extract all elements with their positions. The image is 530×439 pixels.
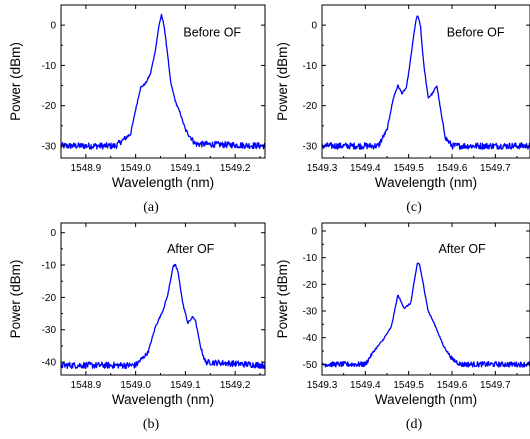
x-tick-label: 1549.1 <box>170 380 201 391</box>
y-tick-label: -40 <box>303 333 318 344</box>
chart-panel-3: 1548.9 1549.0 1549.1 1549.2 -40 -30 -20 -10 0 Wav… <box>8 222 266 432</box>
y-tick-label: -10 <box>303 253 318 264</box>
spectrum-trace <box>60 13 266 150</box>
x-axis-title: Wavelength (nm) <box>375 175 477 190</box>
y-tick-label: -20 <box>42 101 57 112</box>
y-tick-label: -30 <box>303 141 318 152</box>
panel-label: (b) <box>143 417 160 432</box>
x-tick-label: 1549.0 <box>120 380 151 391</box>
chart-panel-1: 1548.9 1549.0 1549.1 1549.2 -30 -20 -10 0 Wavele… <box>8 4 266 215</box>
y-tick-label: -20 <box>303 101 318 112</box>
panel-label: (c) <box>406 200 422 215</box>
plot-frame <box>60 4 266 159</box>
x-tick-label: 1548.9 <box>71 380 102 391</box>
y-axis-title: Power (dBm) <box>275 260 290 339</box>
spectrum-trace <box>60 263 266 370</box>
annotation-label: After OF <box>438 242 486 256</box>
x-tick-label: 1549.2 <box>220 163 251 174</box>
plot-frame <box>321 222 530 376</box>
y-tick-label: -10 <box>303 61 318 72</box>
panel-label: (d) <box>406 417 423 432</box>
plot-frame <box>321 4 530 159</box>
spectrum-trace <box>321 262 530 368</box>
x-tick-label: 1549.7 <box>480 163 511 174</box>
x-tick-label: 1548.9 <box>71 163 102 174</box>
annotation-label: Before OF <box>183 26 241 40</box>
chart-panel-4: 1549.3 1549.4 1549.5 1549.6 1549.7 -50 -40 -30 -… <box>275 222 530 432</box>
x-tick-label: 1549.6 <box>437 380 468 391</box>
y-tick-label: -20 <box>303 280 318 291</box>
y-tick-label: 0 <box>311 227 317 238</box>
x-tick-label: 1549.6 <box>437 163 468 174</box>
panel-label: (a) <box>143 200 159 215</box>
y-tick-label: -10 <box>42 261 57 272</box>
y-axis-title: Power (dBm) <box>8 260 23 339</box>
x-tick-label: 1549.5 <box>393 163 424 174</box>
y-tick-label: -10 <box>42 61 57 72</box>
x-axis-title: Wavelength (nm) <box>375 392 477 407</box>
annotation-label: After OF <box>167 242 215 256</box>
x-tick-label: 1549.4 <box>350 380 381 391</box>
x-tick-label: 1549.1 <box>170 163 201 174</box>
y-tick-label: 0 <box>311 21 317 32</box>
y-axis-title: Power (dBm) <box>8 42 23 121</box>
y-tick-label: -20 <box>42 293 57 304</box>
y-tick-label: 0 <box>50 228 56 239</box>
spectrum-trace <box>321 15 530 150</box>
annotation-label: Before OF <box>447 26 505 40</box>
y-tick-label: 0 <box>50 21 56 32</box>
y-tick-label: -30 <box>42 141 57 152</box>
x-tick-label: 1549.3 <box>307 163 338 174</box>
x-axis-title: Wavelength (nm) <box>112 175 214 190</box>
plot-frame <box>60 222 266 376</box>
x-tick-label: 1549.5 <box>393 380 424 391</box>
y-tick-label: -30 <box>42 325 57 336</box>
y-tick-label: -40 <box>42 358 57 369</box>
y-axis-title: Power (dBm) <box>275 42 290 121</box>
x-tick-label: 1549.2 <box>220 380 251 391</box>
x-tick-label: 1549.7 <box>480 380 511 391</box>
x-tick-label: 1549.0 <box>120 163 151 174</box>
x-tick-label: 1549.4 <box>350 163 381 174</box>
y-tick-label: -30 <box>303 307 318 318</box>
y-tick-label: -50 <box>303 360 318 371</box>
x-axis-title: Wavelength (nm) <box>112 392 214 407</box>
x-tick-label: 1549.3 <box>307 380 338 391</box>
chart-panel-2: 1549.3 1549.4 1549.5 1549.6 1549.7 -30 -20 -10 0… <box>275 4 530 215</box>
